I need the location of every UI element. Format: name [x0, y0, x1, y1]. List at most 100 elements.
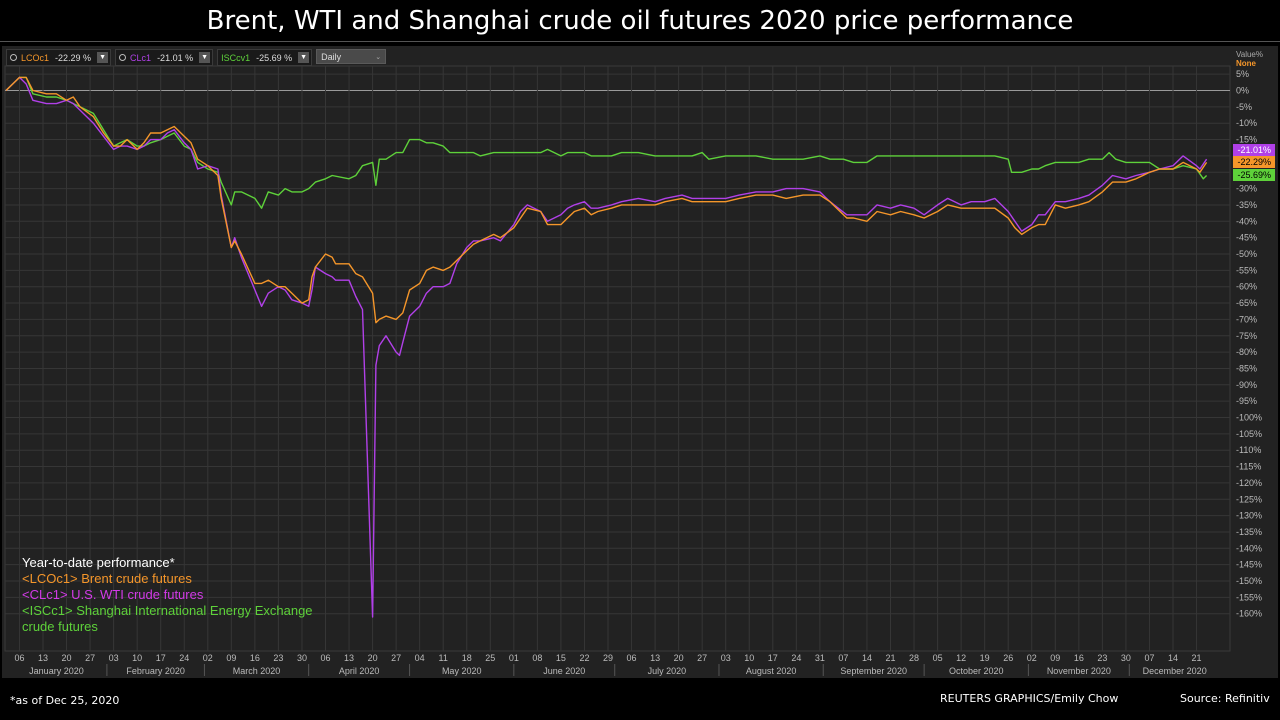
x-tick-label: 21: [1192, 653, 1202, 663]
instrument-chip-cl[interactable]: CLc1 -21.01 % ▼: [115, 49, 214, 66]
month-label: November 2020: [1047, 666, 1111, 676]
annotation-line: <ISCc1> Shanghai International Energy Ex…: [22, 603, 313, 618]
title-divider: [0, 41, 1280, 42]
instrument-change: -25.69 %: [256, 52, 293, 63]
y-tick-label: -110%: [1236, 445, 1261, 455]
y-tick-label: -70%: [1236, 314, 1257, 324]
x-tick-label: 30: [297, 653, 307, 663]
y-tick-label: -10%: [1236, 118, 1257, 128]
series-line-clc1: [5, 76, 1208, 618]
y-tick-label: -65%: [1236, 298, 1257, 308]
x-tick-label: 26: [1003, 653, 1013, 663]
x-tick-label: 24: [179, 653, 189, 663]
x-tick-label: 16: [1074, 653, 1084, 663]
x-tick-label: 14: [1168, 653, 1178, 663]
x-tick-label: 04: [415, 653, 425, 663]
month-label: April 2020: [339, 666, 380, 676]
axis-header-label: Value%: [1236, 50, 1263, 59]
x-tick-label: 22: [579, 653, 589, 663]
x-tick-label: 14: [862, 653, 872, 663]
x-tick-label: 06: [320, 653, 330, 663]
y-tick-label: -15%: [1236, 135, 1257, 145]
month-label: August 2020: [746, 666, 797, 676]
x-tick-label: 09: [226, 653, 236, 663]
y-tick-label: -60%: [1236, 282, 1257, 292]
y-tick-label: 0%: [1236, 86, 1249, 96]
annotation-heading: Year-to-date performance*: [22, 555, 175, 570]
x-tick-label: 16: [250, 653, 260, 663]
instrument-code: ISCcv1: [221, 52, 251, 63]
annotation-line: <CLc1> U.S. WTI crude futures: [22, 587, 204, 602]
footnote: *as of Dec 25, 2020: [10, 694, 120, 707]
y-tick-label: -140%: [1236, 543, 1262, 553]
x-tick-label: 05: [933, 653, 943, 663]
x-tick-label: 01: [509, 653, 519, 663]
y-tick-label: -75%: [1236, 331, 1257, 341]
chevron-down-icon[interactable]: ▼: [199, 52, 211, 63]
y-tick-label: -40%: [1236, 216, 1257, 226]
last-value-label: -25.69%: [1237, 170, 1271, 180]
instrument-legend-bar: LCOc1 -22.29 % ▼ CLc1 -21.01 % ▼ ISCcv1 …: [6, 49, 387, 66]
x-tick-label: 02: [203, 653, 213, 663]
credit: REUTERS GRAPHICS/Emily Chow: [940, 692, 1119, 705]
month-label: October 2020: [949, 666, 1004, 676]
y-tick-label: -50%: [1236, 249, 1257, 259]
month-label: May 2020: [442, 666, 482, 676]
month-label: June 2020: [543, 666, 585, 676]
y-tick-label: -5%: [1236, 102, 1252, 112]
chevron-down-icon[interactable]: ▼: [298, 52, 310, 63]
clock-icon: [10, 54, 17, 61]
interval-select[interactable]: Daily ⌄: [316, 49, 387, 64]
y-tick-label: -120%: [1236, 478, 1262, 488]
x-tick-label: 06: [14, 653, 24, 663]
y-tick-label: -125%: [1236, 494, 1262, 504]
month-label: September 2020: [840, 666, 907, 676]
y-tick-label: -85%: [1236, 363, 1257, 373]
x-tick-label: 15: [556, 653, 566, 663]
x-tick-label: 17: [156, 653, 166, 663]
page-title: Brent, WTI and Shanghai crude oil future…: [206, 6, 1074, 36]
series-line-isccv1: [5, 76, 1208, 209]
x-tick-label: 07: [1144, 653, 1154, 663]
y-tick-label: -130%: [1236, 511, 1262, 521]
last-value-tag: [1233, 144, 1275, 156]
instrument-code: LCOc1: [21, 52, 50, 63]
x-tick-label: 27: [697, 653, 707, 663]
y-tick-label: -35%: [1236, 200, 1257, 210]
y-tick-label: -160%: [1236, 609, 1262, 619]
y-tick-label: -155%: [1236, 592, 1262, 602]
x-tick-label: 13: [38, 653, 48, 663]
x-tick-label: 28: [909, 653, 919, 663]
x-tick-label: 30: [1121, 653, 1131, 663]
annotation-line: <LCOc1> Brent crude futures: [22, 571, 192, 586]
x-tick-label: 20: [368, 653, 378, 663]
y-tick-label: -90%: [1236, 380, 1257, 390]
x-tick-label: 24: [791, 653, 801, 663]
x-tick-label: 18: [462, 653, 472, 663]
y-tick-label: -55%: [1236, 265, 1257, 275]
x-tick-label: 03: [109, 653, 119, 663]
y-tick-label: -115%: [1236, 462, 1261, 472]
x-tick-label: 29: [603, 653, 613, 663]
x-tick-label: 13: [344, 653, 354, 663]
y-tick-label: -95%: [1236, 396, 1257, 406]
last-value-label: -21.01%: [1237, 145, 1271, 155]
y-tick-label: -30%: [1236, 184, 1257, 194]
x-tick-label: 11: [439, 653, 448, 663]
x-tick-label: 23: [273, 653, 283, 663]
instrument-change: -21.01 %: [157, 52, 194, 63]
x-tick-label: 10: [744, 653, 754, 663]
x-tick-label: 20: [62, 653, 72, 663]
x-tick-label: 17: [768, 653, 778, 663]
chevron-down-icon[interactable]: ▼: [97, 52, 109, 63]
last-value-tag: [1233, 169, 1275, 181]
chevron-down-icon: ⌄: [375, 53, 382, 61]
last-value-tag: [1233, 156, 1275, 168]
y-tick-label: -145%: [1236, 560, 1262, 570]
chart-panel: [2, 46, 1278, 678]
month-label: December 2020: [1143, 666, 1207, 676]
y-tick-label: -80%: [1236, 347, 1257, 357]
x-tick-label: 27: [85, 653, 95, 663]
x-tick-label: 08: [532, 653, 542, 663]
